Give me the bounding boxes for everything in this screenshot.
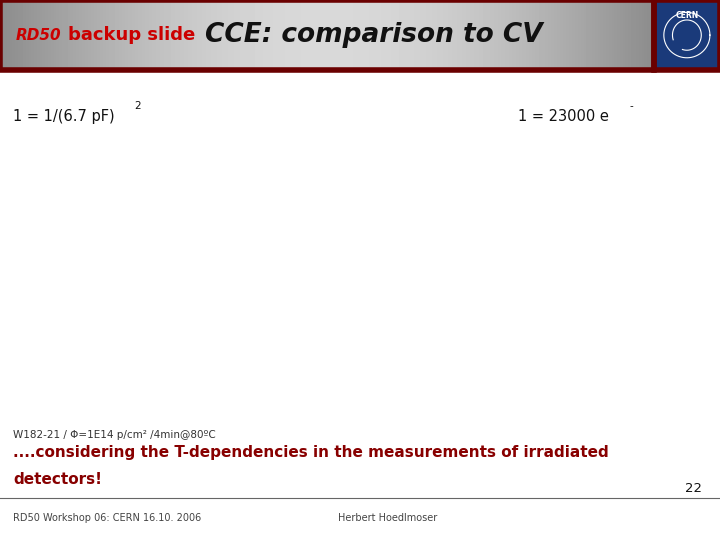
Bar xyxy=(654,0,720,70)
Text: W182-21 / Φ=1E14 p/cm² /4min@80ºC: W182-21 / Φ=1E14 p/cm² /4min@80ºC xyxy=(13,430,216,440)
Text: Herbert Hoedlmoser: Herbert Hoedlmoser xyxy=(338,512,438,523)
Text: CERN: CERN xyxy=(675,11,698,20)
Text: CCE: comparison to CV: CCE: comparison to CV xyxy=(205,22,543,48)
Text: 22: 22 xyxy=(685,482,702,495)
Text: RD50 Workshop 06: CERN 16.10. 2006: RD50 Workshop 06: CERN 16.10. 2006 xyxy=(13,512,201,523)
Bar xyxy=(0,0,654,70)
Text: 2: 2 xyxy=(134,102,140,111)
Text: 1 = 23000 e: 1 = 23000 e xyxy=(518,109,609,124)
Text: detectors!: detectors! xyxy=(13,472,102,487)
Text: 1 = 1/(6.7 pF): 1 = 1/(6.7 pF) xyxy=(13,109,114,124)
Text: -: - xyxy=(630,102,634,111)
Text: ....considering the T-dependencies in the measurements of irradiated: ....considering the T-dependencies in th… xyxy=(13,445,608,460)
Text: RD50: RD50 xyxy=(16,28,61,43)
Text: backup slide: backup slide xyxy=(68,26,196,44)
